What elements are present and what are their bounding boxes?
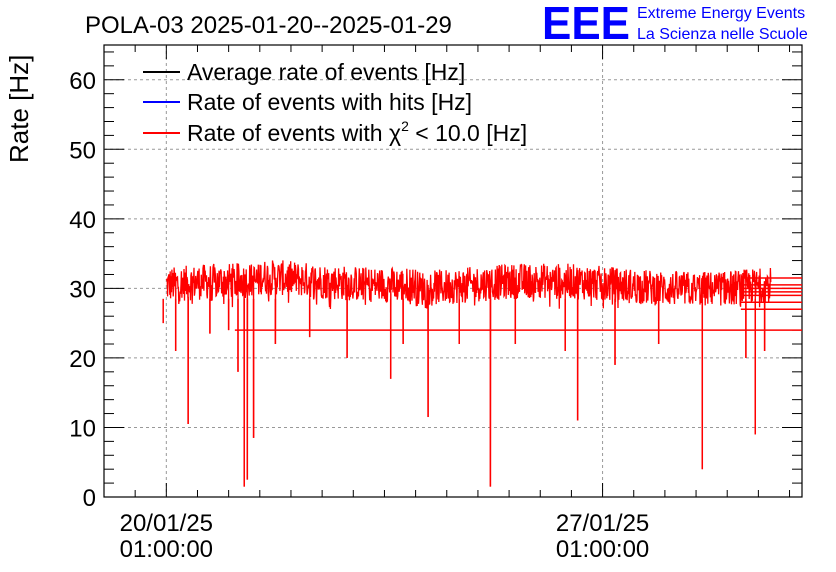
eee-logo-text: EEE — [542, 0, 630, 49]
x-tick-label-date: 27/01/25 — [556, 510, 649, 537]
branding-line2: La Scienza nelle Scuole — [637, 26, 808, 43]
series-chi2 — [162, 260, 802, 487]
x-tick-label-time: 01:00:00 — [120, 536, 213, 563]
y-tick-label: 10 — [69, 415, 96, 442]
y-tick-label: 0 — [83, 485, 96, 512]
y-tick-label: 30 — [69, 276, 96, 303]
series-line-chi2 — [165, 260, 772, 487]
y-tick-labels: 0 10 20 30 40 50 60 — [69, 68, 96, 512]
y-tick-label: 40 — [69, 207, 96, 234]
legend-label-chi2: Rate of events with χ2 < 10.0 [Hz] — [187, 118, 527, 146]
chart-title: POLA-03 2025-01-20--2025-01-29 — [85, 12, 452, 39]
y-axis-label: Rate [Hz] — [4, 55, 34, 163]
y-tick-label: 60 — [69, 68, 96, 95]
y-tick-label: 20 — [69, 346, 96, 373]
y-tick-label: 50 — [69, 137, 96, 164]
legend-label-hits: Rate of events with hits [Hz] — [187, 89, 472, 115]
legend: Average rate of events [Hz] Rate of even… — [143, 59, 527, 146]
legend-label-average: Average rate of events [Hz] — [187, 59, 465, 85]
x-tick-label-date: 20/01/25 — [120, 510, 213, 537]
eee-logo: EEE Extreme Energy Events La Scienza nel… — [542, 0, 808, 49]
branding-line1: Extreme Energy Events — [637, 5, 805, 22]
x-tick-label-time: 01:00:00 — [556, 536, 649, 563]
plot-frame — [103, 44, 803, 498]
